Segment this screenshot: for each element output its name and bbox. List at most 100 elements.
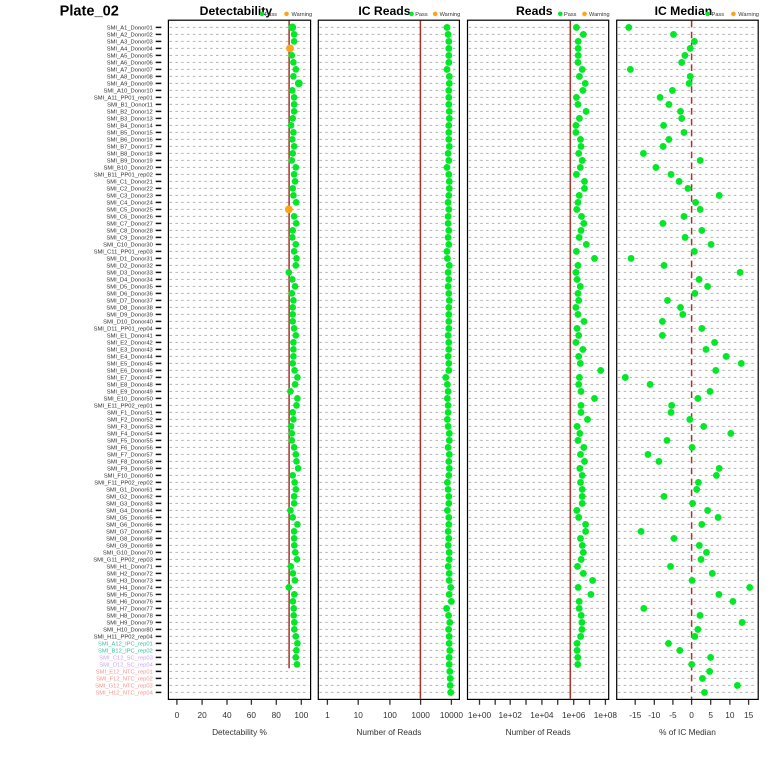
svg-text:SMI_G7_Donor67: SMI_G7_Donor67: [106, 529, 153, 535]
svg-text:SMI_B12_IPC_rep02: SMI_B12_IPC_rep02: [98, 648, 153, 654]
svg-text:Warning: Warning: [738, 12, 759, 18]
svg-text:SMI_E12_NTC_rep01: SMI_E12_NTC_rep01: [96, 669, 153, 675]
svg-text:Detectability: Detectability: [200, 4, 273, 18]
svg-text:SMI_B1_Donor11: SMI_B1_Donor11: [107, 102, 153, 108]
svg-text:SMI_C2_Donor22: SMI_C2_Donor22: [106, 186, 152, 192]
svg-text:SMI_E8_Donor48: SMI_E8_Donor48: [107, 382, 153, 388]
svg-text:SMI_H10_Donor80: SMI_H10_Donor80: [103, 627, 153, 633]
svg-text:SMI_D12_SC_rep04: SMI_D12_SC_rep04: [99, 662, 153, 668]
svg-text:Pass: Pass: [415, 12, 428, 18]
svg-text:SMI_G10_Donor70: SMI_G10_Donor70: [103, 550, 153, 556]
svg-text:SMI_E10_Donor50: SMI_E10_Donor50: [103, 396, 152, 402]
svg-text:% of IC Median: % of IC Median: [659, 727, 716, 737]
svg-text:SMI_H5_Donor75: SMI_H5_Donor75: [106, 592, 152, 598]
svg-text:SMI_E5_Donor45: SMI_E5_Donor45: [107, 361, 153, 367]
svg-text:40: 40: [222, 710, 232, 720]
svg-text:SMI_F7_Donor57: SMI_F7_Donor57: [107, 452, 153, 458]
svg-text:SMI_E7_Donor47: SMI_E7_Donor47: [107, 375, 153, 381]
svg-text:Number of Reads: Number of Reads: [356, 727, 421, 737]
svg-text:SMI_D5_Donor35: SMI_D5_Donor35: [106, 284, 152, 290]
svg-text:SMI_F3_Donor53: SMI_F3_Donor53: [107, 424, 153, 430]
svg-text:0: 0: [175, 710, 180, 720]
svg-text:SMI_C5_Donor25: SMI_C5_Donor25: [106, 207, 152, 213]
svg-text:SMI_B11_PP01_rep02: SMI_B11_PP01_rep02: [94, 172, 153, 178]
svg-text:SMI_H4_Donor74: SMI_H4_Donor74: [106, 585, 153, 591]
svg-text:SMI_H9_Donor79: SMI_H9_Donor79: [106, 620, 152, 626]
svg-text:-10: -10: [648, 710, 660, 720]
svg-text:SMI_D6_Donor36: SMI_D6_Donor36: [106, 291, 152, 297]
svg-text:SMI_E2_Donor42: SMI_E2_Donor42: [107, 340, 153, 346]
svg-text:SMI_G2_Donor62: SMI_G2_Donor62: [106, 494, 153, 500]
svg-text:80: 80: [272, 710, 282, 720]
svg-text:Pass: Pass: [265, 12, 278, 18]
svg-text:SMI_B4_Donor14: SMI_B4_Donor14: [107, 123, 154, 129]
svg-text:15: 15: [744, 710, 754, 720]
svg-text:SMI_C8_Donor28: SMI_C8_Donor28: [106, 228, 152, 234]
svg-text:10: 10: [725, 710, 735, 720]
svg-text:SMI_D8_Donor38: SMI_D8_Donor38: [106, 305, 152, 311]
svg-text:1000: 1000: [411, 710, 430, 720]
svg-text:SMI_F12_NTC_rep02: SMI_F12_NTC_rep02: [96, 676, 153, 682]
svg-text:SMI_F8_Donor58: SMI_F8_Donor58: [107, 459, 153, 465]
svg-text:SMI_G9_Donor69: SMI_G9_Donor69: [106, 543, 153, 549]
svg-text:SMI_E9_Donor49: SMI_E9_Donor49: [107, 389, 153, 395]
svg-text:1e+06: 1e+06: [562, 710, 586, 720]
svg-text:SMI_B5_Donor15: SMI_B5_Donor15: [107, 130, 153, 136]
svg-text:100: 100: [383, 710, 397, 720]
svg-text:SMI_H11_PP02_rep04: SMI_H11_PP02_rep04: [94, 634, 154, 640]
svg-text:SMI_A10_Donor10: SMI_A10_Donor10: [103, 88, 152, 94]
svg-text:SMI_H2_Donor72: SMI_H2_Donor72: [106, 571, 152, 577]
svg-text:SMI_G8_Donor68: SMI_G8_Donor68: [106, 536, 153, 542]
svg-text:SMI_A3_Donor03: SMI_A3_Donor03: [107, 39, 153, 45]
svg-text:Number of Reads: Number of Reads: [506, 727, 571, 737]
svg-text:60: 60: [247, 710, 257, 720]
svg-text:SMI_G5_Donor65: SMI_G5_Donor65: [106, 515, 153, 521]
svg-text:SMI_F6_Donor56: SMI_F6_Donor56: [107, 445, 153, 451]
svg-text:-5: -5: [669, 710, 677, 720]
svg-text:SMI_D1_Donor31: SMI_D1_Donor31: [106, 256, 152, 262]
svg-text:IC Reads: IC Reads: [358, 4, 410, 18]
svg-text:10: 10: [354, 710, 364, 720]
svg-text:SMI_F1_Donor51: SMI_F1_Donor51: [107, 410, 153, 416]
svg-text:5: 5: [708, 710, 713, 720]
svg-text:-15: -15: [629, 710, 641, 720]
svg-text:Warning: Warning: [589, 12, 610, 18]
svg-text:1e+02: 1e+02: [499, 710, 523, 720]
svg-text:SMI_A12_IPC_rep01: SMI_A12_IPC_rep01: [98, 641, 153, 647]
svg-text:SMI_B3_Donor13: SMI_B3_Donor13: [107, 116, 153, 122]
svg-text:SMI_E4_Donor44: SMI_E4_Donor44: [107, 354, 154, 360]
svg-text:SMI_D9_Donor39: SMI_D9_Donor39: [106, 312, 152, 318]
svg-text:SMI_C11_PP01_rep03: SMI_C11_PP01_rep03: [94, 249, 153, 255]
svg-text:SMI_A11_PP01_rep01: SMI_A11_PP01_rep01: [94, 95, 153, 101]
svg-text:SMI_A7_Donor07: SMI_A7_Donor07: [107, 67, 153, 73]
svg-text:SMI_C7_Donor27: SMI_C7_Donor27: [106, 221, 152, 227]
svg-text:SMI_D11_PP01_rep04: SMI_D11_PP01_rep04: [94, 326, 154, 332]
svg-text:Warning: Warning: [292, 12, 313, 18]
svg-text:100: 100: [294, 710, 308, 720]
svg-text:SMI_B9_Donor19: SMI_B9_Donor19: [107, 158, 153, 164]
svg-text:SMI_F10_Donor60: SMI_F10_Donor60: [104, 473, 153, 479]
svg-text:SMI_C9_Donor29: SMI_C9_Donor29: [106, 235, 152, 241]
svg-text:SMI_H6_Donor76: SMI_H6_Donor76: [106, 599, 152, 605]
svg-text:SMI_F2_Donor52: SMI_F2_Donor52: [107, 417, 153, 423]
svg-text:SMI_D2_Donor32: SMI_D2_Donor32: [106, 263, 152, 269]
svg-text:SMI_G12_NTC_rep03: SMI_G12_NTC_rep03: [95, 683, 153, 689]
svg-text:SMI_A6_Donor06: SMI_A6_Donor06: [107, 60, 153, 66]
svg-text:SMI_F4_Donor54: SMI_F4_Donor54: [107, 431, 154, 437]
svg-text:SMI_E11_PP02_rep01: SMI_E11_PP02_rep01: [94, 403, 153, 409]
svg-text:1: 1: [325, 710, 330, 720]
svg-text:SMI_B8_Donor18: SMI_B8_Donor18: [107, 151, 153, 157]
svg-text:SMI_G11_PP02_rep03: SMI_G11_PP02_rep03: [93, 557, 153, 563]
svg-text:Warning: Warning: [440, 12, 461, 18]
svg-text:SMI_F5_Donor55: SMI_F5_Donor55: [107, 438, 153, 444]
svg-text:1e+08: 1e+08: [594, 710, 618, 720]
svg-text:1e+04: 1e+04: [530, 710, 554, 720]
svg-text:IC Median: IC Median: [655, 4, 713, 18]
svg-text:SMI_H8_Donor78: SMI_H8_Donor78: [106, 613, 152, 619]
svg-text:SMI_C1_Donor21: SMI_C1_Donor21: [106, 179, 152, 185]
svg-text:1e+00: 1e+00: [468, 710, 492, 720]
svg-text:SMI_D3_Donor33: SMI_D3_Donor33: [106, 270, 152, 276]
svg-text:SMI_A8_Donor08: SMI_A8_Donor08: [107, 74, 153, 80]
svg-text:10000: 10000: [440, 710, 463, 720]
svg-text:SMI_H7_Donor77: SMI_H7_Donor77: [106, 606, 152, 612]
